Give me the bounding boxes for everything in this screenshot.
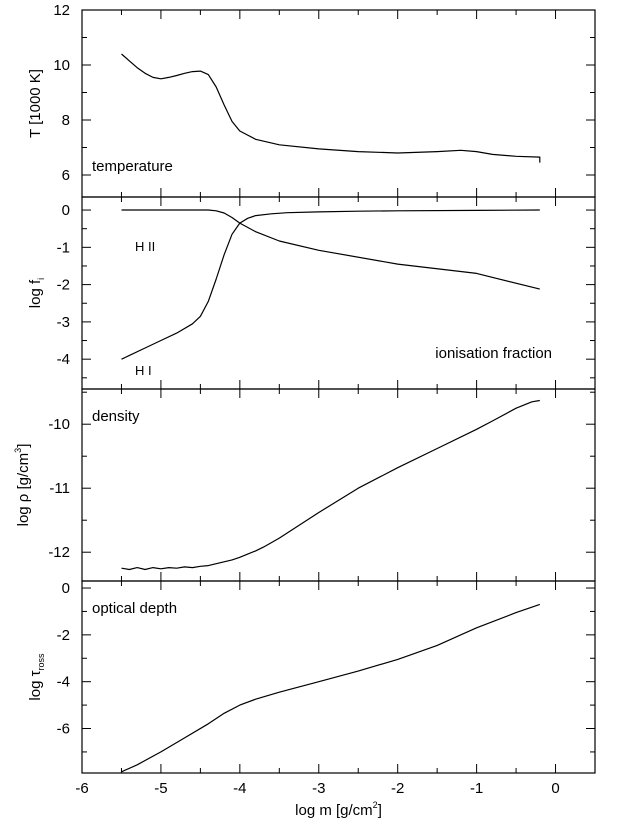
x-tick-label: -5 bbox=[154, 780, 167, 797]
y-axis-label: log ρ [g/cm3] bbox=[13, 444, 32, 527]
y-axis-label: log fi bbox=[27, 278, 46, 308]
panel-optical-depth: 0 -2 -4 -6 log τross optical depth -6 -5 -4 -3 -2 -… bbox=[27, 580, 596, 819]
y-tick-label: -2 bbox=[57, 627, 70, 644]
y-tick-label: -1 bbox=[57, 239, 70, 256]
x-tick-label: -1 bbox=[470, 780, 483, 797]
y-tick-label: -11 bbox=[49, 480, 70, 497]
y-tick-label: 12 bbox=[53, 2, 70, 19]
panel-annotation: optical depth bbox=[92, 600, 177, 617]
panel-annotation: ionisation fraction bbox=[435, 345, 552, 362]
x-axis-label: log m [g/cm2] bbox=[295, 800, 382, 819]
y-tick-label: -10 bbox=[48, 416, 70, 433]
y-tick-label: -2 bbox=[57, 277, 70, 294]
y-tick-label: 8 bbox=[62, 112, 70, 129]
plot-frame bbox=[81, 388, 596, 582]
y-tick-label: 10 bbox=[53, 57, 70, 74]
y-tick-label: -3 bbox=[57, 314, 70, 331]
y-tick-label: 6 bbox=[62, 167, 70, 184]
series-line-optical-depth bbox=[121, 603, 540, 773]
series-label: H I bbox=[135, 363, 152, 378]
series-label: H II bbox=[135, 239, 155, 254]
x-tick-label: -6 bbox=[75, 780, 88, 797]
y-axis-label: T [1000 K] bbox=[27, 69, 44, 138]
x-tick-label: 0 bbox=[551, 780, 559, 797]
x-tick-label: -2 bbox=[391, 780, 404, 797]
y-axis-label: log τross bbox=[27, 653, 46, 701]
panel-density: -10 -11 -12 log ρ [g/cm3] density bbox=[13, 388, 596, 582]
y-tick-label: 0 bbox=[62, 202, 70, 219]
plot-frame bbox=[81, 580, 596, 774]
y-tick-label: -12 bbox=[48, 544, 70, 561]
y-tick-label: 0 bbox=[62, 580, 70, 597]
y-tick-label: -4 bbox=[57, 351, 70, 368]
series-line-density bbox=[121, 399, 540, 571]
x-tick-label: -3 bbox=[312, 780, 325, 797]
series-line-hii bbox=[121, 209, 540, 290]
panel-ionisation: 0 -1 -2 -3 -4 log fi ionisation fraction H II H … bbox=[27, 196, 596, 390]
series-line-temperature bbox=[121, 53, 541, 163]
series-line-hi bbox=[121, 209, 540, 360]
panel-annotation: temperature bbox=[92, 158, 173, 175]
x-tick-label: -4 bbox=[233, 780, 246, 797]
y-tick-label: -6 bbox=[57, 721, 70, 738]
y-tick-label: -4 bbox=[57, 674, 70, 691]
panel-temperature: 6 8 10 12 T [1000 K] temperature bbox=[27, 2, 596, 198]
panel-annotation: density bbox=[92, 408, 140, 425]
